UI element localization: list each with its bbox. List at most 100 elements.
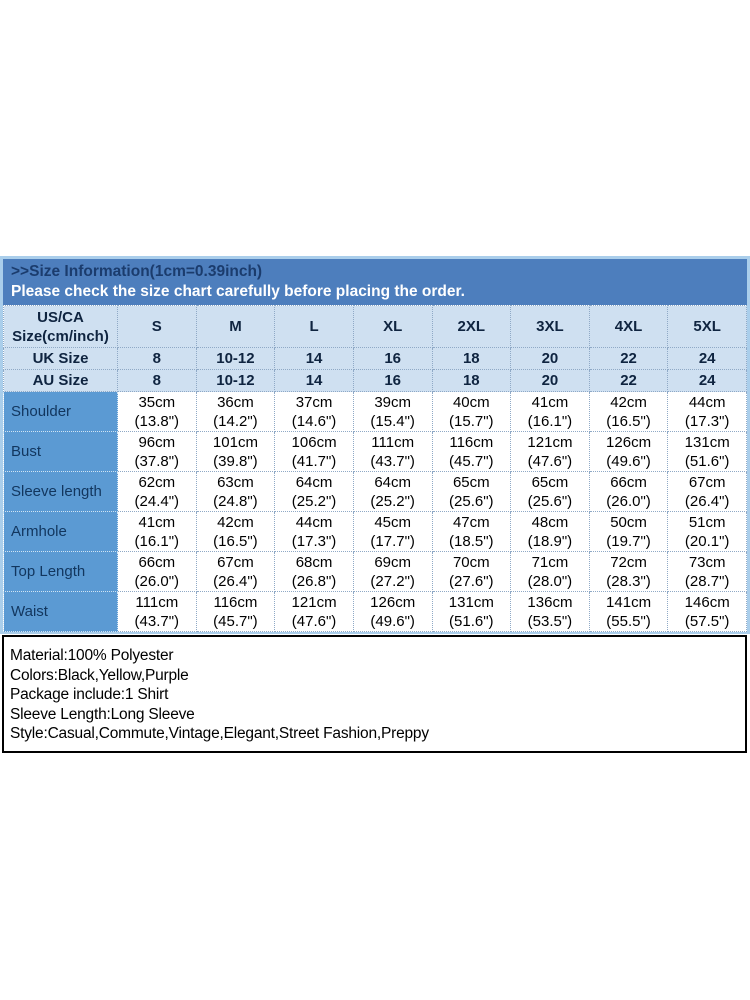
measurement-row-label: Shoulder [3, 391, 118, 432]
measurement-cm-value: 41cm [531, 393, 569, 411]
measurement-inch-value: (17.7") [370, 532, 415, 550]
measurement-cm-value: 131cm [448, 593, 494, 611]
measurement-value-cell: 65cm (25.6") [431, 471, 512, 512]
measurement-value-cell: 116cm (45.7") [431, 431, 512, 472]
conversion-value-cell: 14 [274, 347, 354, 370]
measurement-value-cell: 62cm (24.4") [117, 471, 197, 512]
measurement-value-cell: 41cm (16.1") [510, 391, 590, 432]
conversion-value-cell: 20 [510, 347, 590, 370]
measurement-inch-value: (24.4") [134, 492, 180, 510]
conversion-value-cell: 18 [431, 347, 512, 370]
measurement-inch-value: (15.4") [370, 412, 415, 430]
measurement-cm-value: 51cm [688, 513, 726, 531]
measurement-cm-value: 40cm [452, 393, 490, 411]
measurement-cm-value: 126cm [370, 593, 416, 611]
measurement-value-cell: 131cm (51.6") [667, 431, 747, 472]
measurement-cm-value: 121cm [527, 433, 573, 451]
size-header-cell: XL [352, 305, 433, 348]
measurement-cm-value: 44cm [688, 393, 726, 411]
measurement-cm-value: 66cm [610, 473, 647, 491]
measurement-value-cell: 39cm (15.4") [352, 391, 433, 432]
measurement-inch-value: (16.5") [213, 532, 258, 550]
corner-label-line1: US/CA [37, 308, 84, 326]
measurement-inch-value: (15.7") [449, 412, 494, 430]
size-header-row: US/CA Size(cm/inch) S M L XL 2XL 3XL 4XL 5XL [3, 305, 747, 348]
measurement-value-cell: 106cm (41.7") [274, 431, 354, 472]
measurement-value-cell: 126cm (49.6") [588, 431, 669, 472]
measurement-row-label: Waist [3, 591, 118, 632]
measurement-value-cell: 126cm (49.6") [352, 591, 433, 632]
measurement-inch-value: (41.7") [291, 452, 337, 470]
measurement-cm-value: 68cm [295, 553, 333, 571]
measurement-cm-value: 41cm [138, 513, 176, 531]
measurement-inch-value: (14.6") [291, 412, 337, 430]
measurement-cm-value: 72cm [610, 553, 647, 571]
conversion-row-label: AU Size [3, 369, 118, 392]
size-chart-container: >>Size Information(1cm=0.39inch) Please … [0, 256, 750, 634]
measurement-row-label: Armhole [3, 511, 118, 552]
measurement-inch-value: (28.3") [606, 572, 651, 590]
product-info-line: Material:100% Polyester [10, 647, 174, 664]
measurement-inch-value: (39.8") [213, 452, 258, 470]
measurement-value-cell: 65cm (25.6") [510, 471, 590, 512]
measurement-cm-value: 65cm [452, 473, 490, 491]
measurement-cm-value: 141cm [606, 593, 652, 611]
measurement-cm-value: 63cm [217, 473, 254, 491]
product-info-box: Material:100% Polyester Colors:Black,Yell… [2, 635, 747, 753]
measurement-row-label: Bust [3, 431, 118, 472]
measurement-value-cell: 69cm (27.2") [352, 551, 433, 592]
measurement-value-cell: 136cm (53.5") [510, 591, 590, 632]
measurement-value-cell: 121cm (47.6") [510, 431, 590, 472]
measurement-value-cell: 50cm (19.7") [588, 511, 669, 552]
measurement-inch-value: (37.8") [134, 452, 180, 470]
measurement-cm-value: 36cm [217, 393, 254, 411]
conversion-value-cell: 16 [352, 347, 433, 370]
measurement-inch-value: (16.1") [134, 532, 180, 550]
product-info-line: Package include:1 Shirt [10, 686, 169, 703]
measurement-value-cell: 73cm (28.7") [667, 551, 747, 592]
measurement-inch-value: (26.0") [606, 492, 651, 510]
measurement-cm-value: 66cm [138, 553, 176, 571]
measurement-inch-value: (17.3") [684, 412, 730, 430]
measurement-inch-value: (47.6") [291, 612, 337, 630]
measurement-inch-value: (24.8") [213, 492, 258, 510]
product-info-line: Sleeve Length:Long Sleeve [10, 705, 195, 723]
measurement-inch-value: (55.5") [606, 612, 651, 630]
corner-label-line2: Size(cm/inch) [12, 327, 109, 345]
measurement-value-cell: 141cm (55.5") [588, 591, 669, 632]
measurement-inch-value: (43.7") [134, 612, 180, 630]
measurement-cm-value: 106cm [291, 433, 337, 451]
measurement-inch-value: (43.7") [370, 452, 415, 470]
product-info-line: Colors:Black,Yellow,Purple [10, 666, 189, 684]
measurement-inch-value: (17.3") [291, 532, 337, 550]
measurement-inch-value: (45.7") [213, 612, 258, 630]
measurement-value-cell: 64cm (25.2") [274, 471, 354, 512]
size-header-cell: L [274, 305, 354, 348]
measurement-cm-value: 37cm [295, 393, 333, 411]
measurement-value-cell: 40cm (15.7") [431, 391, 512, 432]
measurement-inch-value: (57.5") [684, 612, 730, 630]
measurement-value-cell: 67cm (26.4") [667, 471, 747, 512]
measurement-value-cell: 35cm (13.8") [117, 391, 197, 432]
measurement-value-cell: 51cm (20.1") [667, 511, 747, 552]
measurement-value-cell: 146cm (57.5") [667, 591, 747, 632]
measurement-inch-value: (25.6") [449, 492, 494, 510]
measurement-value-cell: 48cm (18.9") [510, 511, 590, 552]
size-info-title: >>Size Information(1cm=0.39inch) [11, 263, 263, 280]
measurement-row: Sleeve length 62cm (24.4") 63cm (24.8") 64cm(… [3, 471, 747, 512]
measurement-value-cell: 44cm (17.3") [667, 391, 747, 432]
size-header-cell: 5XL [667, 305, 747, 348]
measurement-cm-value: 64cm [374, 473, 412, 491]
size-header-cell: 3XL [510, 305, 590, 348]
measurement-inch-value: (16.1") [527, 412, 573, 430]
measurement-cm-value: 67cm [688, 473, 726, 491]
measurement-row-label: Sleeve length [3, 471, 118, 512]
measurement-value-cell: 131cm (51.6") [431, 591, 512, 632]
conversion-row-label: UK Size [3, 347, 118, 370]
conversion-value-cell: 18 [431, 369, 512, 392]
size-header-cell: 4XL [588, 305, 669, 348]
measurement-inch-value: (25.2") [291, 492, 337, 510]
measurement-cm-value: 116cm [449, 433, 494, 451]
measurement-value-cell: 36cm (14.2") [195, 391, 276, 432]
measurement-cm-value: 62cm [138, 473, 176, 491]
